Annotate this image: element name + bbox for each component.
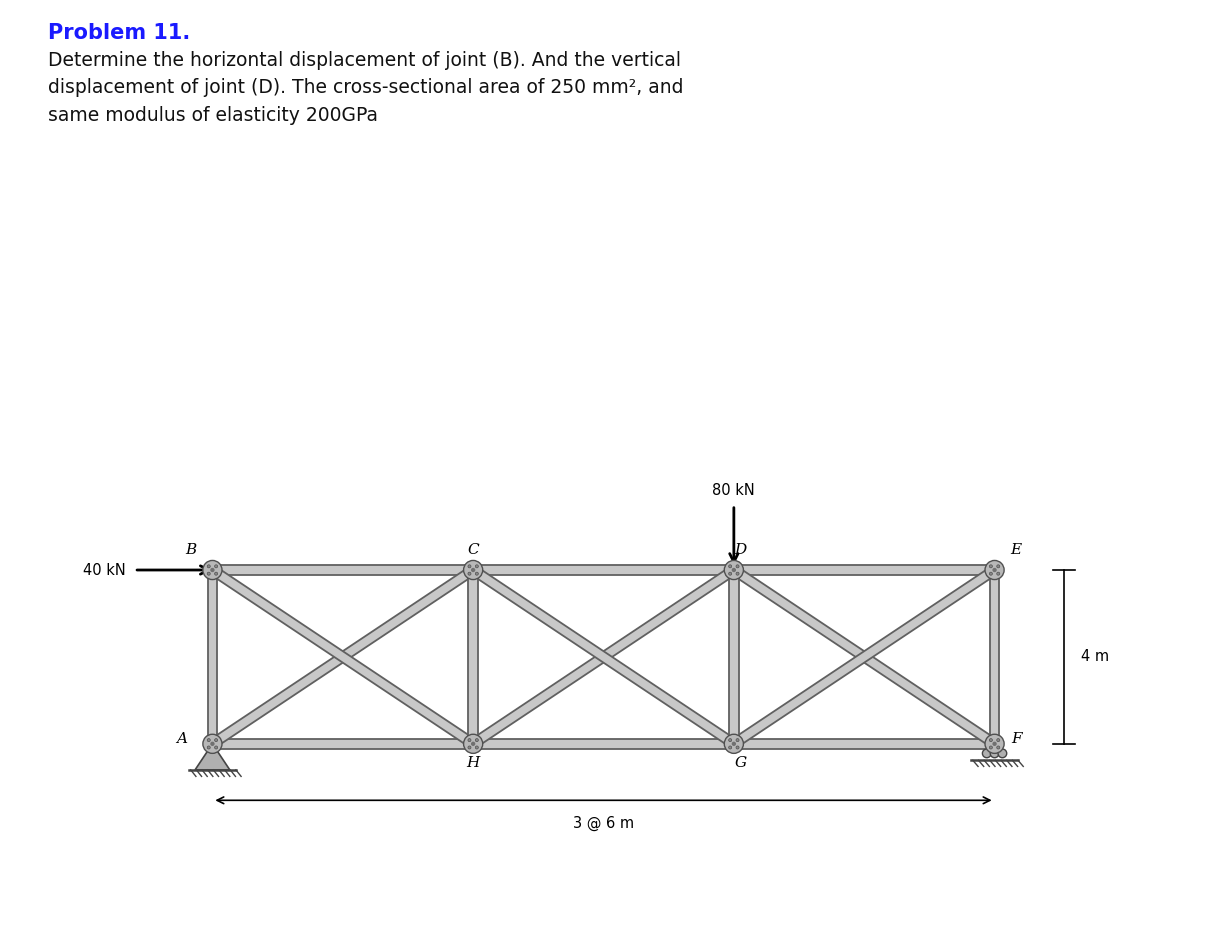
Polygon shape [731, 566, 997, 748]
Circle shape [997, 565, 999, 568]
Polygon shape [473, 739, 734, 749]
Circle shape [203, 735, 222, 753]
Circle shape [215, 565, 217, 568]
Circle shape [729, 746, 731, 749]
Circle shape [982, 749, 991, 758]
Circle shape [215, 738, 217, 741]
Text: Determine the horizontal displacement of joint (B). And the vertical
displacemen: Determine the horizontal displacement of… [48, 51, 684, 125]
Polygon shape [473, 565, 734, 575]
Circle shape [990, 738, 992, 741]
Text: Problem 11.: Problem 11. [48, 23, 191, 44]
Circle shape [990, 565, 992, 568]
Circle shape [210, 741, 215, 746]
Text: G: G [734, 756, 746, 770]
Circle shape [997, 738, 999, 741]
Circle shape [736, 746, 739, 749]
Circle shape [992, 741, 997, 746]
Text: H: H [467, 756, 479, 770]
Circle shape [208, 738, 210, 741]
Text: A: A [176, 733, 187, 747]
Circle shape [208, 572, 210, 576]
Polygon shape [471, 566, 736, 748]
Polygon shape [212, 565, 473, 575]
Circle shape [724, 561, 744, 579]
Circle shape [476, 572, 478, 576]
Circle shape [476, 738, 478, 741]
Circle shape [468, 738, 471, 741]
Circle shape [471, 568, 476, 572]
Circle shape [990, 749, 999, 758]
Circle shape [471, 741, 476, 746]
Circle shape [731, 568, 736, 572]
Polygon shape [210, 566, 476, 748]
Text: 4 m: 4 m [1081, 649, 1109, 664]
Polygon shape [471, 566, 736, 748]
Circle shape [736, 738, 739, 741]
Circle shape [731, 741, 736, 746]
Text: B: B [185, 543, 197, 557]
Circle shape [468, 746, 471, 749]
Polygon shape [734, 739, 995, 749]
Circle shape [997, 572, 999, 576]
Polygon shape [731, 566, 997, 748]
Circle shape [210, 568, 215, 572]
Text: C: C [467, 543, 479, 557]
Circle shape [729, 572, 731, 576]
Polygon shape [729, 570, 739, 744]
Circle shape [215, 746, 217, 749]
Text: 3 @ 6 m: 3 @ 6 m [573, 816, 634, 830]
Circle shape [463, 735, 483, 753]
Polygon shape [210, 566, 476, 748]
Circle shape [468, 572, 471, 576]
Polygon shape [212, 739, 473, 749]
Polygon shape [990, 570, 999, 744]
Circle shape [990, 746, 992, 749]
Text: D: D [734, 543, 746, 557]
Circle shape [468, 565, 471, 568]
Circle shape [990, 572, 992, 576]
Circle shape [476, 746, 478, 749]
Circle shape [215, 572, 217, 576]
Polygon shape [734, 565, 995, 575]
Polygon shape [468, 570, 478, 744]
Circle shape [985, 735, 1004, 753]
Circle shape [208, 565, 210, 568]
Circle shape [203, 561, 222, 579]
Circle shape [463, 561, 483, 579]
Circle shape [729, 738, 731, 741]
Circle shape [724, 735, 744, 753]
Circle shape [998, 749, 1007, 758]
Circle shape [736, 565, 739, 568]
Text: 40 kN: 40 kN [83, 563, 126, 578]
Text: F: F [1011, 733, 1021, 747]
Polygon shape [208, 570, 217, 744]
Circle shape [729, 565, 731, 568]
Circle shape [985, 561, 1004, 579]
Circle shape [997, 746, 999, 749]
Polygon shape [196, 744, 229, 770]
Circle shape [992, 568, 997, 572]
Circle shape [476, 565, 478, 568]
Text: E: E [1010, 543, 1022, 557]
Circle shape [208, 746, 210, 749]
Circle shape [736, 572, 739, 576]
Text: 80 kN: 80 kN [712, 484, 756, 498]
